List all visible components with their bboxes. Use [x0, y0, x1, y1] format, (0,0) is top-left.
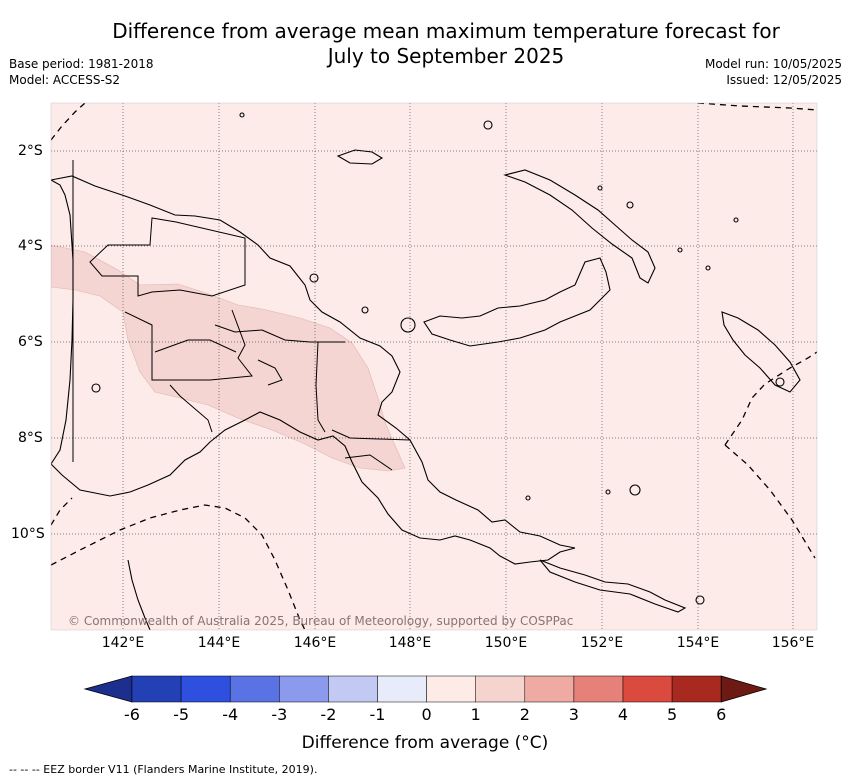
meta-left: Base period: 1981-2018 Model: ACCESS-S2 — [9, 56, 154, 88]
colorbar-tick: -2 — [320, 705, 337, 724]
colorbar-cell — [328, 675, 378, 703]
province-boundaries — [72, 160, 411, 471]
colorbar-tick: 0 — [421, 705, 432, 724]
colorbar-extend-low — [83, 675, 133, 703]
colorbar-tick: 2 — [519, 705, 530, 724]
colorbar-cell — [279, 675, 329, 703]
map-title: Difference from average mean maximum tem… — [40, 19, 850, 69]
colorbar-tick: 5 — [667, 705, 678, 724]
colorbar-extend-high — [720, 675, 768, 703]
title-line-1: Difference from average mean maximum tem… — [112, 19, 780, 43]
lon-tick: 144°E — [197, 635, 241, 651]
colorbar-cell — [131, 675, 182, 703]
lon-tick: 150°E — [484, 635, 528, 651]
lat-tick: 6°S — [18, 334, 43, 350]
graticule — [51, 103, 817, 630]
colorbar-tick: 4 — [617, 705, 629, 724]
colorbar-cell — [475, 675, 526, 703]
highland-anomaly-region — [51, 244, 406, 472]
colorbar-label: Difference from average (°C) — [301, 733, 549, 753]
colorbar-cell — [622, 675, 673, 703]
lat-tick: 4°S — [18, 238, 43, 254]
colorbar-tick: 6 — [716, 705, 727, 724]
eez-borders — [51, 103, 817, 630]
colorbar-tick: -4 — [222, 705, 239, 724]
model-run: Model run: 10/05/2025 — [704, 57, 842, 71]
colorbar-cell — [524, 675, 575, 703]
colorbar-tick: -1 — [369, 705, 386, 724]
lon-tick: 142°E — [101, 635, 145, 651]
title-line-2: July to September 2025 — [327, 44, 565, 68]
issued-date: Issued: 12/05/2025 — [726, 73, 842, 87]
base-period: Base period: 1981-2018 — [9, 57, 154, 71]
model-name: Model: ACCESS-S2 — [9, 73, 121, 87]
lon-tick: 156°E — [771, 635, 815, 651]
colorbar-cell — [573, 675, 624, 703]
colorbar-cell — [426, 675, 476, 703]
colorbar-tick: -3 — [271, 705, 288, 724]
lat-tick: 2°S — [18, 143, 43, 159]
lon-tick: 148°E — [388, 635, 432, 651]
eez-legend: -- -- -- EEZ border V11 (Flanders Marine… — [9, 763, 318, 776]
colorbar-cell — [229, 675, 280, 703]
colorbar-tick: 3 — [568, 705, 579, 724]
lat-tick: 10°S — [11, 526, 45, 542]
copyright-notice: © Commonwealth of Australia 2025, Bureau… — [68, 614, 574, 628]
colorbar-tick: -6 — [124, 705, 140, 724]
colorbar-cell — [671, 675, 722, 703]
lat-tick: 8°S — [18, 430, 43, 446]
colorbar-tick: -5 — [173, 705, 190, 724]
lon-tick: 152°E — [580, 635, 624, 651]
lon-tick: 146°E — [293, 635, 337, 651]
colorbar-tick: 1 — [470, 705, 481, 724]
colorbar-cell — [377, 675, 427, 703]
colorbar-cell — [180, 675, 231, 703]
meta-right: Model run: 10/05/2025 Issued: 12/05/2025 — [705, 56, 842, 88]
lon-tick: 154°E — [676, 635, 720, 651]
